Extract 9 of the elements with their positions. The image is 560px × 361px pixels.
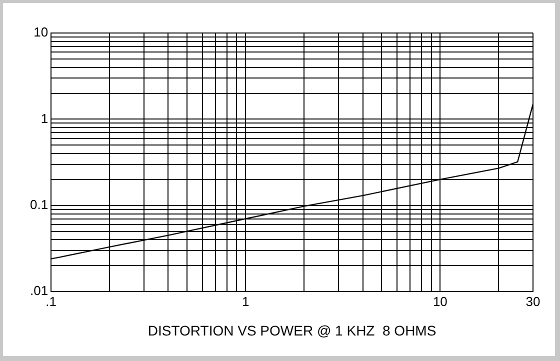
- y-tick-label: .01: [30, 283, 48, 298]
- x-tick-label: .1: [46, 294, 56, 309]
- y-tick-label: 10: [34, 24, 48, 40]
- y-tick-label: 1: [40, 110, 48, 126]
- y-tick-label: 0.1: [30, 196, 48, 212]
- x-axis-title: DISTORTION VS POWER @ 1 KHZ 8 OHMS: [148, 322, 436, 338]
- x-tick-label: 10: [432, 294, 448, 309]
- x-tick-label: 30: [526, 294, 540, 309]
- x-tick-label: 1: [242, 294, 250, 309]
